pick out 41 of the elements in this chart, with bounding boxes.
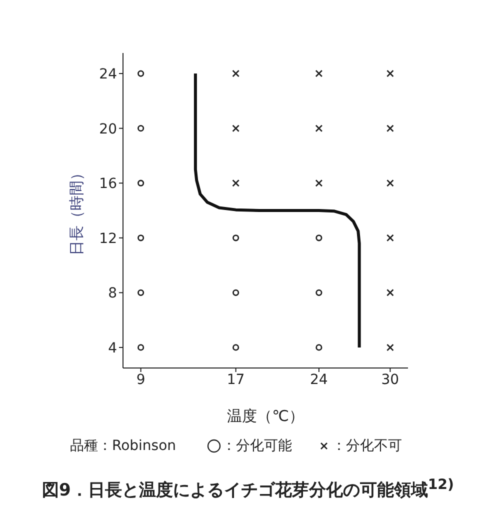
point (232, 234, 240, 242)
x-axis-title: 温度（℃） (227, 407, 304, 425)
point (138, 234, 144, 242)
point (232, 344, 240, 351)
x-tick-label: 9 (136, 372, 146, 388)
legend-label: ：分化不可 (331, 438, 402, 454)
point (386, 124, 394, 132)
x-tick-label: 30 (381, 372, 400, 388)
point (386, 288, 394, 296)
y-tick-label: 20 (99, 121, 117, 138)
point (138, 344, 144, 351)
point (315, 124, 323, 132)
point (138, 180, 144, 186)
point (232, 289, 240, 296)
point (232, 70, 240, 78)
text: 品種：Robinson (70, 438, 176, 454)
point (316, 289, 322, 296)
y-tick-label: 4 (108, 340, 118, 356)
point (386, 179, 394, 187)
point (315, 179, 323, 187)
x-tick-label: 24 (310, 372, 328, 388)
y-axis-title: 日長（時間） (67, 166, 86, 256)
point (316, 344, 322, 351)
point (138, 289, 144, 296)
y-tick-label: 8 (108, 286, 117, 302)
y-tick-label: 12 (99, 230, 117, 247)
point (138, 70, 144, 77)
point (386, 234, 394, 242)
y-tick-label: 24 (99, 66, 118, 83)
point (386, 70, 394, 78)
point (386, 344, 394, 352)
line-series (194, 72, 361, 349)
legend-label: ：分化可能 (221, 438, 292, 454)
x-tick-label: 17 (226, 372, 245, 388)
point (316, 234, 322, 242)
point (315, 70, 323, 78)
text: 図9．日長と温度によるイチゴ花芽分化の可能領域$^{12)}$ (40, 477, 455, 502)
y-tick-label: 16 (99, 176, 118, 192)
point (232, 124, 240, 132)
point (138, 125, 144, 132)
point (232, 179, 240, 187)
